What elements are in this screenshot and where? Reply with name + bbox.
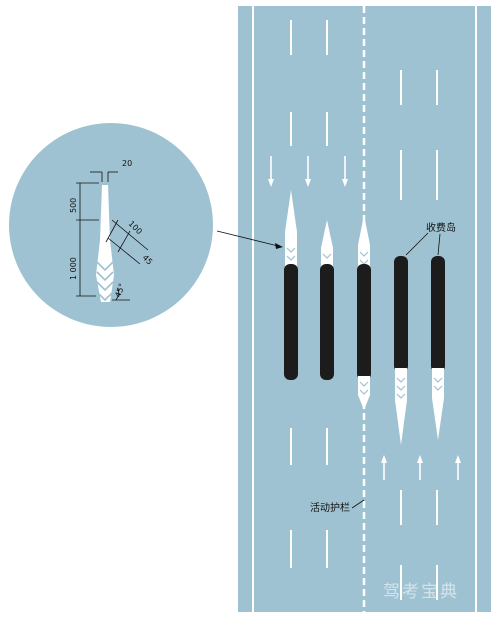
- lower-lane-dividers: [290, 428, 438, 600]
- dim-top-width: 20: [122, 159, 132, 168]
- dimension-lines: [76, 171, 149, 301]
- dim-lower-length: 1 000: [69, 257, 78, 280]
- watermark: 驾考宝典: [383, 582, 459, 602]
- upward-arrows: [381, 455, 461, 480]
- toll-island-label: 收费岛: [426, 221, 456, 234]
- toll-island-leader-2: [437, 233, 441, 256]
- detail-pointer-arrowhead: [275, 243, 283, 249]
- detail-circle: [9, 123, 213, 327]
- toll-island-3: [357, 215, 371, 410]
- movable-barrier-label: 活动护栏: [310, 501, 350, 514]
- detail-taper: [96, 185, 114, 302]
- toll-island-5: [431, 256, 445, 440]
- toll-island-1: [284, 190, 298, 380]
- toll-island-4: [394, 256, 408, 445]
- dim-upper-length: 500: [69, 198, 78, 213]
- upper-lane-dividers: [290, 20, 438, 200]
- toll-island-leader-1: [405, 232, 429, 256]
- toll-island-2: [320, 220, 334, 380]
- detail-pointer-arrow: [216, 230, 279, 247]
- movable-barrier-leader: [351, 499, 365, 509]
- downward-arrows: [268, 156, 348, 187]
